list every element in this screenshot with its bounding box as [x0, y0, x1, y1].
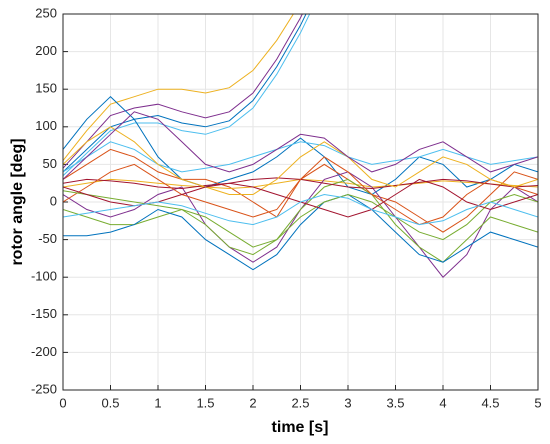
y-tick-label: 150: [35, 81, 57, 96]
series-line: [63, 14, 303, 169]
series-line: [63, 190, 538, 248]
y-tick-label: 0: [50, 193, 57, 208]
x-tick-label: 0: [59, 395, 66, 410]
plot-frame: [62, 13, 539, 391]
y-tick-label: -50: [38, 231, 57, 246]
y-tick-label: -200: [31, 344, 57, 359]
x-tick-label: 2: [249, 395, 256, 410]
y-tick-label: 100: [35, 118, 57, 133]
y-axis-label: rotor angle [deg]: [9, 138, 26, 265]
y-tick-label: 50: [43, 156, 57, 171]
y-tick-label: 250: [35, 5, 57, 20]
series-line: [63, 141, 538, 173]
plot-lines: [63, 14, 538, 278]
x-tick-label: 3: [344, 395, 351, 410]
series-line: [63, 14, 311, 177]
series-line: [63, 193, 538, 271]
y-tick-label: -250: [31, 381, 57, 396]
x-tick-label: 4: [439, 395, 446, 410]
series-line: [63, 126, 538, 195]
x-tick-label: 2.5: [291, 395, 309, 410]
y-tick-label: 200: [35, 43, 57, 58]
series-line: [63, 14, 307, 173]
y-tick-label: -100: [31, 269, 57, 284]
x-tick-label: 3.5: [386, 395, 404, 410]
series-line: [63, 14, 294, 161]
series-line: [63, 178, 538, 263]
x-tick-label: 1: [154, 395, 161, 410]
x-tick-label: 1.5: [196, 395, 214, 410]
series-line: [63, 193, 538, 226]
series-line: [63, 111, 538, 180]
x-axis-label: time [s]: [272, 419, 329, 436]
x-tick-label: 0.5: [101, 395, 119, 410]
series-line: [63, 156, 538, 226]
y-tick-label: -150: [31, 306, 57, 321]
x-tick-label: 4.5: [481, 395, 499, 410]
series-line: [63, 96, 538, 196]
x-tick-label: 5: [534, 395, 541, 410]
